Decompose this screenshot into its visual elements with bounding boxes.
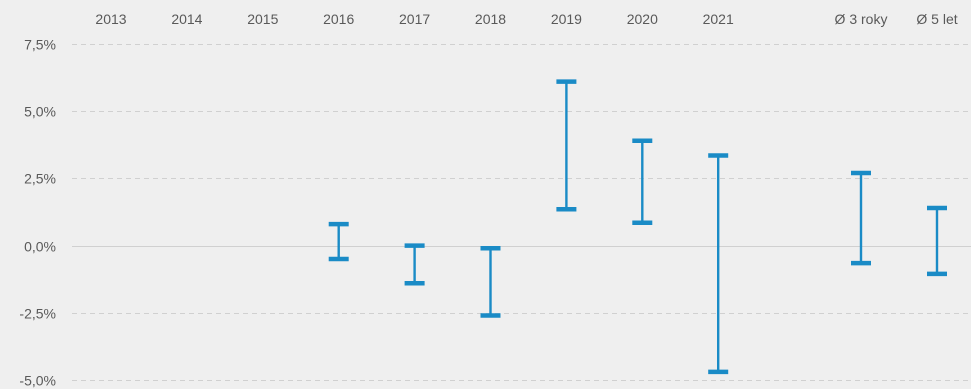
x-category-label: 2015 [247,11,278,27]
range-bar [556,79,577,212]
x-axis-category-labels: 2013 2014 2015 2016 2017 2018 2019 2020 2021 Ø 3 … [95,11,957,27]
range-bar [480,246,501,318]
y-axis-tick-labels: 7,5% 5,0% 2,5% 0,0% -2,5% -5,0% [19,37,56,389]
x-category-label: 2019 [551,11,582,27]
range-bar [404,243,425,286]
range-bar [708,153,729,375]
x-category-label: 2013 [95,11,126,27]
y-tick-label: 0,0% [24,239,56,255]
y-tick-label: -5,0% [19,373,56,389]
x-category-label: 2016 [323,11,354,27]
x-category-label: Ø 5 let [916,11,957,27]
range-bars [328,79,947,375]
range-bar [927,205,947,277]
x-category-label: Ø 3 roky [835,11,888,27]
y-tick-label: 2,5% [24,171,56,187]
y-tick-label: 7,5% [24,37,56,53]
x-category-label: 2020 [627,11,658,27]
y-tick-label: -2,5% [19,306,56,322]
range-bar [851,170,871,266]
x-category-label: 2021 [703,11,734,27]
x-category-label: 2014 [171,11,202,27]
x-category-label: 2017 [399,11,430,27]
gridlines [72,44,971,381]
y-tick-label: 5,0% [24,104,56,120]
range-bar [632,138,653,226]
x-category-label: 2018 [475,11,506,27]
range-bar [328,221,349,262]
